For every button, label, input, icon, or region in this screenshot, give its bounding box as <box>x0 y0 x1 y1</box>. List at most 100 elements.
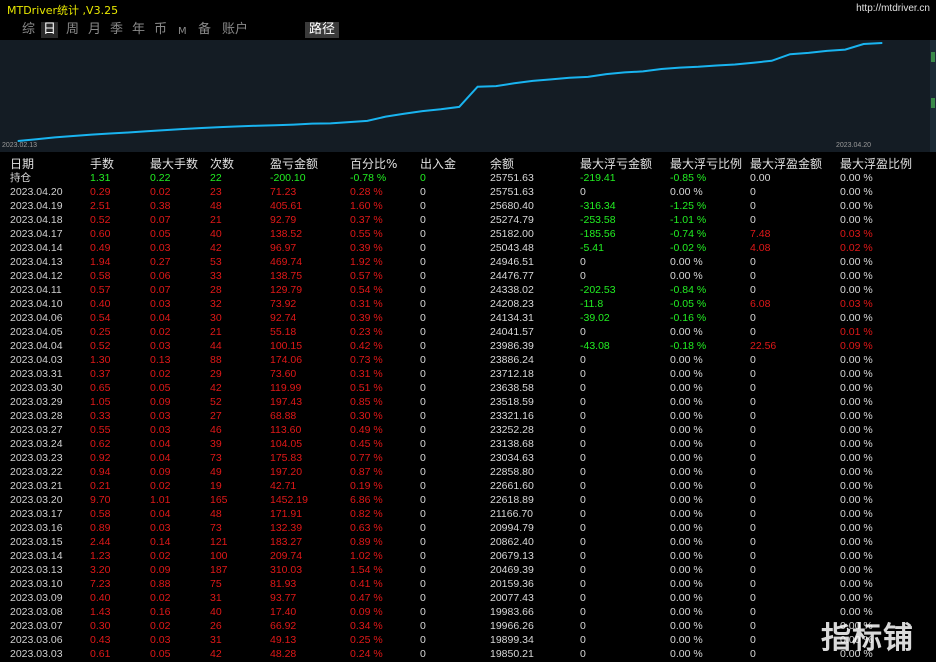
table-row[interactable]: 2023.03.22 0.94 0.09 49 197.20 0.87 % 0 22858.8… <box>0 465 936 479</box>
equity-point <box>35 138 38 140</box>
table-row[interactable]: 2023.03.08 1.43 0.16 40 17.40 0.09 % 0 19983.66… <box>0 605 936 619</box>
cell-date: 2023.04.03 <box>10 354 63 366</box>
tab-yearly[interactable]: 年 <box>132 22 146 37</box>
cell-max-float-loss: 0 <box>580 648 586 660</box>
title-bar: MTDriver统计 ,V3.25 http://mtdriver.cn <box>0 0 936 18</box>
cell-percent: 0.42 % <box>350 340 383 352</box>
cell-deposit: 0 <box>420 522 426 534</box>
path-button[interactable]: 路径 <box>305 22 340 38</box>
tab-monthly[interactable]: 月 <box>88 22 102 37</box>
tab-summary[interactable]: 综 <box>22 22 36 37</box>
cell-max-lots: 0.02 <box>150 186 171 198</box>
equity-point <box>734 63 736 66</box>
table-row[interactable]: 2023.04.18 0.52 0.07 21 92.79 0.37 % 0 25274.79… <box>0 213 936 227</box>
table-row[interactable]: 2023.03.09 0.40 0.02 31 93.77 0.47 % 0 20077.43… <box>0 591 936 605</box>
tab-daily[interactable]: 日 <box>41 22 59 38</box>
cell-max-float-loss: 0 <box>580 508 586 520</box>
table-row[interactable]: 2023.03.07 0.30 0.02 26 66.92 0.34 % 0 19966.26… <box>0 619 936 633</box>
cell-date: 2023.04.06 <box>10 312 63 324</box>
tab-notes[interactable]: 备 <box>198 22 212 37</box>
table-row[interactable]: 2023.04.13 1.94 0.27 53 469.74 1.92 % 0 24946.5… <box>0 255 936 269</box>
cell-max-float-profit: 0 <box>750 438 756 450</box>
cell-lots: 0.57 <box>90 284 111 296</box>
table-row[interactable]: 2023.03.30 0.65 0.05 42 119.99 0.51 % 0 23638.5… <box>0 381 936 395</box>
table-row[interactable]: 2023.03.28 0.33 0.03 27 68.88 0.30 % 0 23321.16… <box>0 409 936 423</box>
equity-point <box>752 62 754 64</box>
cell-date: 2023.03.09 <box>10 592 63 604</box>
cell-max-float-loss: 0 <box>580 354 586 366</box>
cell-balance: 20077.43 <box>490 592 534 604</box>
cell-percent: 1.54 % <box>350 564 383 576</box>
table-row[interactable]: 2023.04.06 0.54 0.04 30 92.74 0.39 % 0 24134.31… <box>0 311 936 325</box>
tab-currency[interactable]: 币 <box>154 22 168 37</box>
tab-magic[interactable]: M <box>178 26 187 37</box>
table-row[interactable]: 2023.04.05 0.25 0.02 21 55.18 0.23 % 0 24041.57… <box>0 325 936 339</box>
cell-deposit: 0 <box>420 396 426 408</box>
tab-quarterly[interactable]: 季 <box>110 22 124 37</box>
table-row[interactable]: 2023.04.10 0.40 0.03 32 73.92 0.31 % 0 24208.23… <box>0 297 936 311</box>
equity-point <box>605 73 607 75</box>
cell-max-float-loss-pct: -0.05 % <box>670 298 707 310</box>
table-row[interactable]: 2023.04.20 0.29 0.02 23 71.23 0.28 % 0 25751.63… <box>0 185 936 199</box>
cell-lots: 0.52 <box>90 340 111 352</box>
table-row[interactable]: 2023.03.23 0.92 0.04 73 175.83 0.77 % 0 23034.6… <box>0 451 936 465</box>
cell-lots: 1.23 <box>90 550 111 562</box>
table-row[interactable]: 2023.03.29 1.05 0.09 52 197.43 0.85 % 0 23518.5… <box>0 395 936 409</box>
table-row[interactable]: 2023.03.03 0.61 0.05 42 48.28 0.24 % 0 19850.21… <box>0 647 936 661</box>
cell-percent: 0.77 % <box>350 452 383 464</box>
table-row[interactable]: 2023.03.31 0.37 0.02 29 73.60 0.31 % 0 23712.18… <box>0 367 936 381</box>
equity-point <box>403 113 405 115</box>
table-row[interactable]: 2023.04.17 0.60 0.05 40 138.52 0.55 % 0 25182.0… <box>0 227 936 241</box>
chart-side-scrollbar[interactable] <box>930 40 936 152</box>
tab-account[interactable]: 账户 <box>222 22 249 37</box>
cell-max-float-loss: 0 <box>580 480 586 492</box>
cell-max-float-loss-pct: 0.00 % <box>670 648 703 660</box>
cell-max-float-profit: 0 <box>750 186 756 198</box>
cell-deposit: 0 <box>420 452 426 464</box>
period-tab-bar: 综 日 周 月 季 年 币 M 备 账户 路径 <box>0 20 936 40</box>
table-row[interactable]: 2023.03.24 0.62 0.04 39 104.05 0.45 % 0 23138.6… <box>0 437 936 451</box>
table-row[interactable]: 2023.04.04 0.52 0.03 44 100.15 0.42 % 0 23986.3… <box>0 339 936 353</box>
table-row[interactable]: 2023.03.20 9.70 1.01 165 1452.19 6.86 % 0 22618… <box>0 493 936 507</box>
table-row[interactable]: 2023.03.14 1.23 0.02 100 209.74 1.02 % 0 20679.… <box>0 549 936 563</box>
cell-max-float-loss: 0 <box>580 270 586 282</box>
table-row[interactable]: 2023.03.10 7.23 0.88 75 81.93 0.41 % 0 20159.36… <box>0 577 936 591</box>
website-link[interactable]: http://mtdriver.cn <box>856 3 930 14</box>
table-row[interactable]: 2023.04.19 2.51 0.38 48 405.61 1.60 % 0 25680.4… <box>0 199 936 213</box>
cell-max-lots: 0.27 <box>150 256 171 268</box>
table-row[interactable]: 2023.03.13 3.20 0.09 187 310.03 1.54 % 0 20469.… <box>0 563 936 577</box>
cell-max-lots: 0.02 <box>150 326 171 338</box>
table-row[interactable]: 2023.04.12 0.58 0.06 33 138.75 0.57 % 0 24476.7… <box>0 269 936 283</box>
cell-max-float-profit-pct: 0.00 % <box>840 382 873 394</box>
cell-max-float-loss: 0 <box>580 326 586 338</box>
cell-date: 2023.04.04 <box>10 340 63 352</box>
cell-deposit: 0 <box>420 340 426 352</box>
cell-lots: 0.40 <box>90 592 111 604</box>
cell-percent: 0.23 % <box>350 326 383 338</box>
cell-max-lots: 0.04 <box>150 312 171 324</box>
cell-date: 2023.04.12 <box>10 270 63 282</box>
cell-pnl: 93.77 <box>270 592 297 604</box>
cell-max-float-profit: 0 <box>750 480 756 492</box>
table-row[interactable]: 2023.03.15 2.44 0.14 121 183.27 0.89 % 0 20862.… <box>0 535 936 549</box>
table-row[interactable]: 2023.03.06 0.43 0.03 31 49.13 0.25 % 0 19899.34… <box>0 633 936 647</box>
cell-lots: 0.49 <box>90 242 111 254</box>
table-row[interactable]: 2023.03.16 0.89 0.03 73 132.39 0.63 % 0 20994.7… <box>0 521 936 535</box>
header-deposit: 出入金 <box>420 157 457 171</box>
tab-weekly[interactable]: 周 <box>66 22 80 37</box>
table-row[interactable]: 2023.03.17 0.58 0.04 48 171.91 0.82 % 0 21166.7… <box>0 507 936 521</box>
table-row[interactable]: 2023.03.21 0.21 0.02 19 42.71 0.19 % 0 22661.60… <box>0 479 936 493</box>
cell-date: 2023.03.24 <box>10 438 63 450</box>
cell-max-float-loss: 0 <box>580 550 586 562</box>
table-row[interactable]: 2023.04.03 1.30 0.13 88 174.06 0.73 % 0 23886.2… <box>0 353 936 367</box>
table-row[interactable]: 2023.04.14 0.49 0.03 42 96.97 0.39 % 0 25043.48… <box>0 241 936 255</box>
table-row[interactable]: 2023.04.11 0.57 0.07 28 129.79 0.54 % 0 24338.0… <box>0 283 936 297</box>
cell-pnl: 96.97 <box>270 242 297 254</box>
cell-date: 2023.03.27 <box>10 424 63 436</box>
table-row[interactable]: 2023.03.27 0.55 0.03 46 113.60 0.49 % 0 23252.2… <box>0 423 936 437</box>
cell-percent: 1.60 % <box>350 200 383 212</box>
cell-max-float-profit-pct: 0.00 % <box>840 550 873 562</box>
equity-point <box>513 82 515 84</box>
cell-max-float-loss-pct: -1.01 % <box>670 214 707 226</box>
cell-max-float-loss: 0 <box>580 578 586 590</box>
